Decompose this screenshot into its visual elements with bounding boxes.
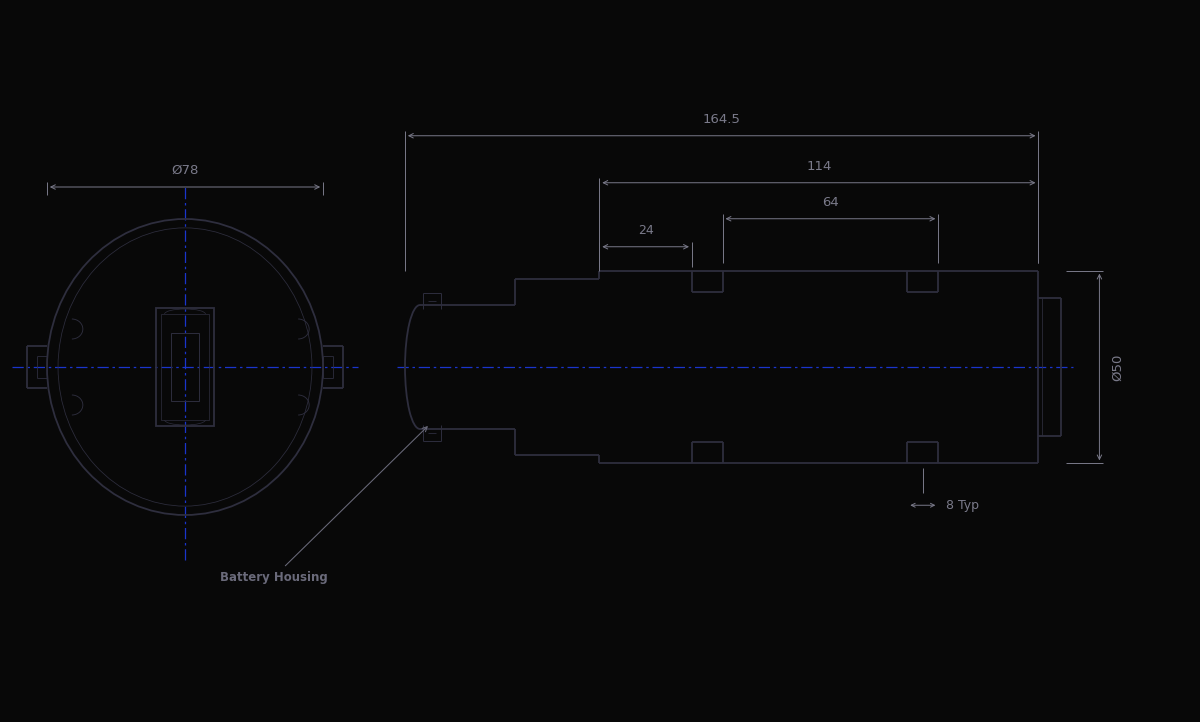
Text: Ø50: Ø50 [1111, 353, 1124, 380]
Text: 114: 114 [806, 160, 832, 173]
Bar [172, 333, 199, 401]
Text: Ø78: Ø78 [172, 164, 199, 177]
Text: 8 Typ: 8 Typ [947, 499, 979, 512]
Text: 24: 24 [637, 224, 654, 237]
Text: 64: 64 [822, 196, 839, 209]
Bar [161, 314, 209, 420]
Text: Battery Housing: Battery Housing [220, 427, 427, 583]
Text: 164.5: 164.5 [703, 113, 740, 126]
Bar [156, 308, 214, 426]
